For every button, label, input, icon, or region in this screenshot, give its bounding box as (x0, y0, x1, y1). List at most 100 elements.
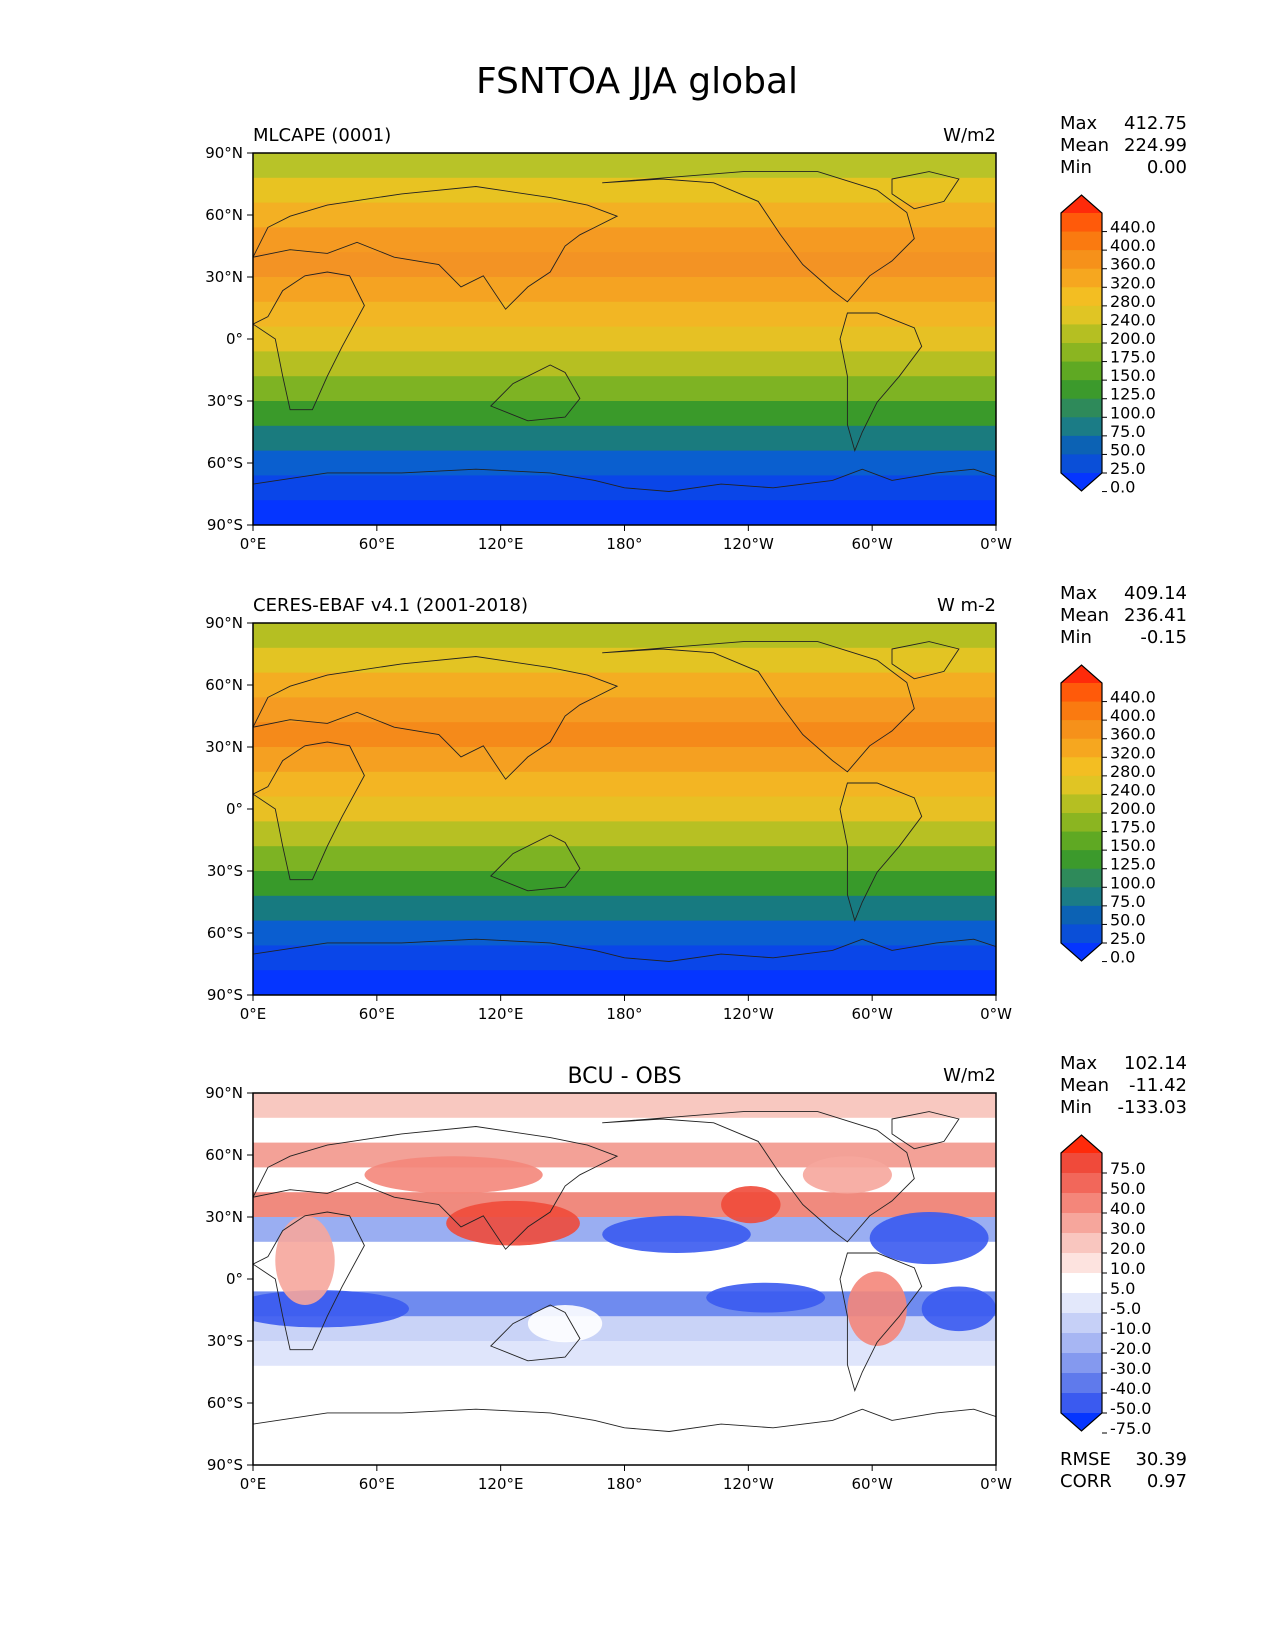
anomaly-region (527, 1305, 603, 1343)
colorbar-label: 150.0 (1110, 366, 1156, 385)
lat-tick-label: 90°N (205, 614, 243, 632)
coastline (602, 641, 915, 773)
colorbar-extend-min (1061, 943, 1102, 961)
colorbar-label: 25.0 (1110, 459, 1146, 478)
coastline (253, 656, 619, 780)
latitude-band (253, 895, 996, 922)
latitude-band (253, 1117, 996, 1144)
latitude-band (253, 722, 996, 748)
lon-tick-label: 60°E (359, 1475, 395, 1493)
colorbar-segment (1061, 454, 1102, 474)
stat-value: 102.14 (1124, 1053, 1187, 1074)
lon-tick-label: 120°W (723, 1005, 774, 1023)
lat-tick-label: 0° (226, 800, 243, 818)
map-field (253, 153, 996, 525)
lat-tick-label: 90°N (205, 144, 243, 162)
anomaly-region (802, 1156, 892, 1194)
colorbar-label: 280.0 (1110, 292, 1156, 311)
colorbar-label: 400.0 (1110, 236, 1156, 255)
colorbar-extend-max (1061, 665, 1102, 683)
colorbar-segment (1061, 417, 1102, 437)
lat-tick-label: 30°S (207, 392, 243, 410)
colorbar-segment (1061, 1393, 1102, 1414)
stat-label: RMSE (1060, 1449, 1111, 1470)
panels-container: 90°N60°N30°N0°30°S60°S90°S0°E 60°E 120°E 18… (205, 113, 1187, 1493)
latitude-band (253, 697, 996, 723)
colorbar-extend-min (1061, 1413, 1102, 1431)
lon-tick-label: 120°E (478, 535, 524, 553)
stat-value: 236.41 (1124, 605, 1187, 626)
lon-tick-label: 180° (606, 1005, 642, 1023)
map-field (253, 623, 996, 995)
lat-tick-label: 30°S (207, 1332, 243, 1350)
colorbar-segment (1061, 1273, 1102, 1294)
colorbar: 440.0400.0360.0320.0280.0240.0200.0175.0… (1060, 664, 1156, 967)
colorbar-label: 175.0 (1110, 348, 1156, 367)
latitude-band (253, 747, 996, 773)
panel-title: MLCAPE (0001) (253, 125, 391, 146)
coastline (253, 1211, 365, 1351)
coastline (891, 641, 960, 680)
anomaly-region (364, 1156, 543, 1194)
colorbar-label: 50.0 (1110, 910, 1146, 929)
latitude-band (253, 450, 996, 476)
lat-tick-label: 30°N (205, 738, 243, 756)
colorbar-segment (1061, 1213, 1102, 1234)
stat-label: Max (1060, 1053, 1098, 1074)
latitude-band (253, 351, 996, 377)
latitude-band (253, 871, 996, 897)
colorbar-label: 5.0 (1110, 1279, 1135, 1298)
colorbar-segment (1061, 1353, 1102, 1374)
colorbar-segment (1061, 701, 1102, 721)
anomaly-region (869, 1212, 989, 1265)
colorbar-extend-min (1061, 473, 1102, 491)
coastline (490, 834, 581, 892)
lat-tick-label: 60°S (207, 454, 243, 472)
coastline (253, 1126, 619, 1250)
latitude-band (253, 252, 996, 278)
colorbar-segment (1061, 924, 1102, 944)
latitude-band (253, 1390, 996, 1416)
units-label: W m-2 (937, 595, 996, 616)
lon-tick-label: 60°W (851, 535, 893, 553)
stat-label: Mean (1060, 1075, 1109, 1096)
colorbar-label: 200.0 (1110, 799, 1156, 818)
colorbar-segment (1061, 231, 1102, 251)
colorbar-label: 75.0 (1110, 1159, 1146, 1178)
lon-tick-label: 180° (606, 1475, 642, 1493)
lat-tick-label: 30°N (205, 268, 243, 286)
colorbar-segment (1061, 683, 1102, 703)
coastline (490, 364, 581, 422)
colorbar-label: 0.0 (1110, 948, 1135, 967)
lat-tick-label: 30°N (205, 1208, 243, 1226)
colorbar-label: 100.0 (1110, 873, 1156, 892)
colorbar-segment (1061, 343, 1102, 363)
colorbar-segment (1061, 831, 1102, 851)
colorbar-segment (1061, 305, 1102, 325)
colorbar-segment (1061, 380, 1102, 400)
stat-value: 0.97 (1147, 1471, 1187, 1492)
lon-tick-label: 180° (606, 535, 642, 553)
panel-title: CERES-EBAF v4.1 (2001-2018) (253, 595, 528, 616)
stat-label: Mean (1060, 605, 1109, 626)
stat-value: 412.75 (1124, 113, 1187, 134)
lon-tick-label: 0°W (980, 535, 1012, 553)
coastline (253, 186, 619, 310)
map-panel-model: 90°N 60°N 30°N 0° 30°S 60°S 90°S0°E 60°E 120°E 18… (205, 113, 1187, 553)
map-field (253, 1093, 996, 1465)
anomaly-region (602, 1215, 751, 1253)
colorbar-segment (1061, 250, 1102, 270)
colorbar-segment (1061, 324, 1102, 344)
colorbar-label: 50.0 (1110, 1179, 1146, 1198)
lon-tick-label: 0°E (240, 535, 267, 553)
lon-tick-label: 0°E (240, 1475, 267, 1493)
colorbar-label: 75.0 (1110, 422, 1146, 441)
lat-tick-label: 60°S (207, 924, 243, 942)
coastline (490, 1304, 581, 1362)
latitude-band (253, 500, 996, 525)
colorbar-label: -75.0 (1110, 1419, 1151, 1438)
latitude-band (253, 227, 996, 253)
colorbar-segment (1061, 720, 1102, 740)
colorbar-label: -30.0 (1110, 1359, 1151, 1378)
lon-tick-label: 0°E (240, 1005, 267, 1023)
